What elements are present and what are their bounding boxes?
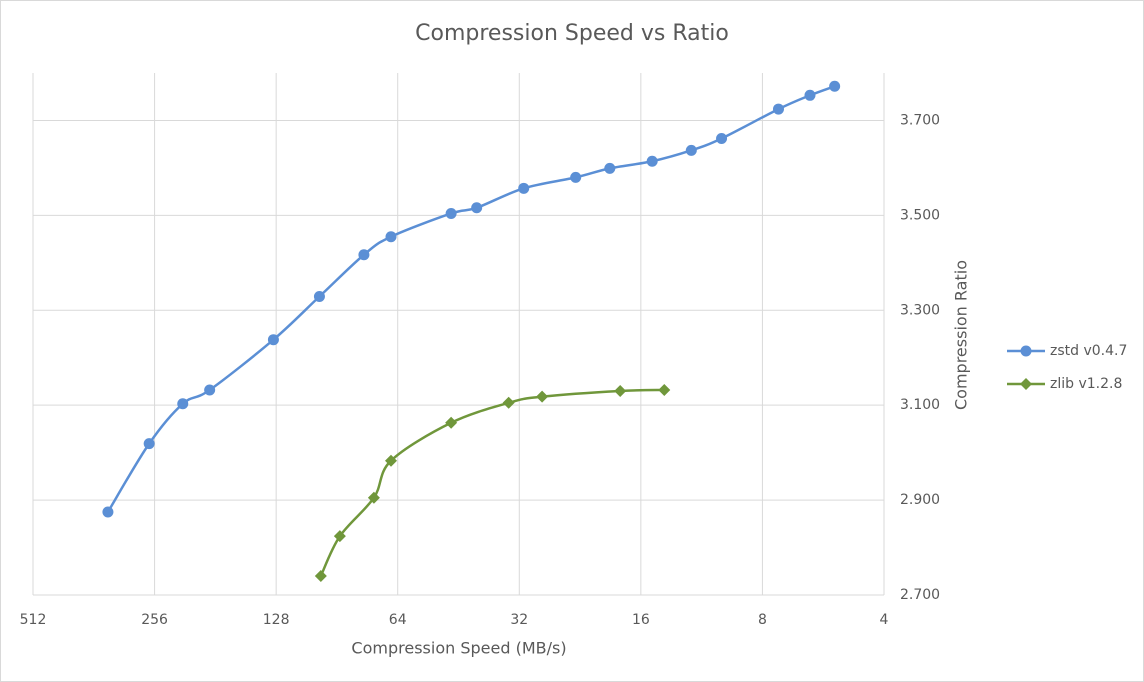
y-axis-title: Compression Ratio [952,260,971,410]
x-tick-label: 32 [510,612,528,628]
x-tick-label: 4 [880,612,889,628]
x-tick-label: 16 [632,612,650,628]
data-point [536,390,549,403]
x-tick-label: 128 [263,612,290,628]
data-point [102,506,114,518]
data-point [445,416,458,429]
data-point [384,454,397,467]
x-tick-label: 256 [141,612,168,628]
data-point [685,144,697,156]
y-tick-label: 2.700 [900,587,940,603]
data-point [358,249,370,261]
data-point [1020,378,1032,390]
y-tick-label: 3.300 [900,302,940,318]
data-point [313,291,325,303]
data-point [143,438,155,450]
data-point [471,202,483,214]
data-point [646,155,658,167]
x-tick-label: 512 [20,612,47,628]
data-point [177,398,189,410]
data-point [267,334,279,346]
data-point [658,383,671,396]
data-point [385,231,397,243]
chart-title: Compression Speed vs Ratio [415,21,729,46]
y-tick-label: 3.100 [900,397,940,413]
x-tick-label: 64 [389,612,407,628]
y-tick-label: 3.500 [900,207,940,223]
data-point [604,162,616,174]
x-axis-title: Compression Speed (MB/s) [351,639,566,658]
data-point [570,171,582,183]
data-point [1020,345,1032,357]
data-point [614,384,627,397]
x-tick-label: 8 [758,612,767,628]
y-tick-label: 2.900 [900,492,940,508]
legend-label: zstd v0.4.7 [1050,343,1127,359]
data-point [333,530,346,543]
data-point [716,132,728,144]
data-point [445,207,457,219]
data-point [314,570,327,583]
data-point [772,103,784,115]
y-tick-label: 3.700 [900,112,940,128]
data-point [518,182,530,194]
data-point [804,89,816,101]
legend-label: zlib v1.2.8 [1050,376,1122,392]
data-point [367,491,380,504]
data-point [829,80,841,92]
data-point [204,384,216,396]
data-point [502,396,515,409]
